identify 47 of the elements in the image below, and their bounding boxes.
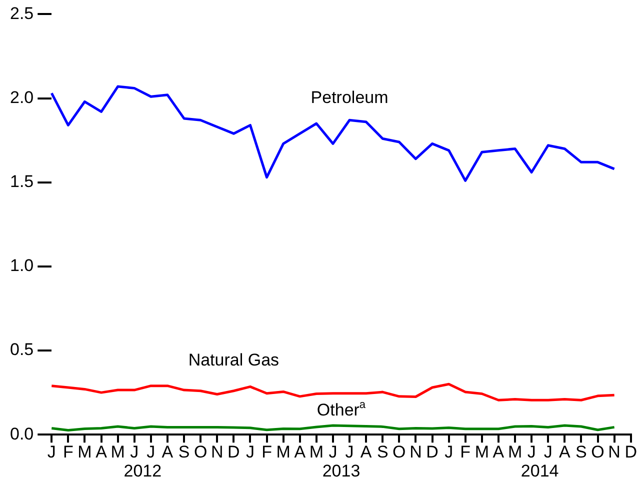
x-tick-label: D bbox=[624, 442, 637, 462]
x-tick-label: A bbox=[162, 442, 174, 462]
x-tick-label: J bbox=[544, 442, 552, 462]
x-tick-label: O bbox=[194, 442, 208, 462]
y-tick-label: 0.0 bbox=[10, 424, 34, 444]
series-label: Natural Gas bbox=[188, 350, 280, 370]
x-tick-label: M bbox=[474, 442, 490, 462]
y-tick-label: 1.0 bbox=[10, 256, 34, 276]
y-tick-label: 1.5 bbox=[10, 172, 34, 192]
x-tick-label: J bbox=[527, 442, 536, 462]
x-tick-label: J bbox=[47, 442, 56, 462]
x-tick-label: S bbox=[576, 442, 587, 462]
x-tick-label: J bbox=[345, 442, 354, 462]
x-tick-label: F bbox=[262, 442, 272, 462]
text: 2013 bbox=[322, 462, 360, 481]
x-tick-label: J bbox=[246, 442, 254, 462]
text: 2012 bbox=[124, 462, 162, 481]
x-tick-label: A bbox=[360, 442, 372, 462]
x-tick-label: D bbox=[228, 442, 240, 462]
x-tick-label: J bbox=[130, 442, 139, 462]
x-tick-label: J bbox=[444, 442, 454, 462]
y-tick-label: 2.0 bbox=[10, 88, 34, 107]
text: 2014 bbox=[520, 462, 559, 481]
x-tick-label: M bbox=[276, 442, 290, 462]
x-tick-label: N bbox=[210, 442, 224, 462]
x-tick-label: A bbox=[492, 442, 505, 462]
y-tick-label: 0.5 bbox=[10, 340, 34, 360]
x-tick-label: O bbox=[591, 442, 604, 462]
x-tick-label: A bbox=[558, 442, 571, 462]
x-tick-label: N bbox=[410, 442, 422, 462]
x-tick-label: J bbox=[328, 442, 338, 462]
series-label: Petroleum bbox=[310, 88, 388, 107]
x-tick-label: A bbox=[96, 442, 108, 462]
x-tick-label: S bbox=[376, 442, 388, 462]
x-tick-label: M bbox=[110, 442, 125, 462]
x-tick-label: N bbox=[608, 442, 620, 462]
x-tick-label: O bbox=[392, 442, 406, 462]
x-tick-label: J bbox=[146, 442, 156, 462]
x-tick-label: F bbox=[62, 442, 74, 462]
x-tick-label: D bbox=[426, 442, 438, 462]
x-tick-label: M bbox=[309, 442, 324, 462]
x-tick-label: A bbox=[294, 442, 306, 462]
x-tick-label: M bbox=[78, 442, 92, 462]
y-tick-label: 2.5 bbox=[10, 4, 34, 23]
x-tick-label: F bbox=[460, 442, 471, 462]
x-tick-label: M bbox=[508, 442, 522, 462]
x-tick-label: S bbox=[178, 442, 190, 462]
